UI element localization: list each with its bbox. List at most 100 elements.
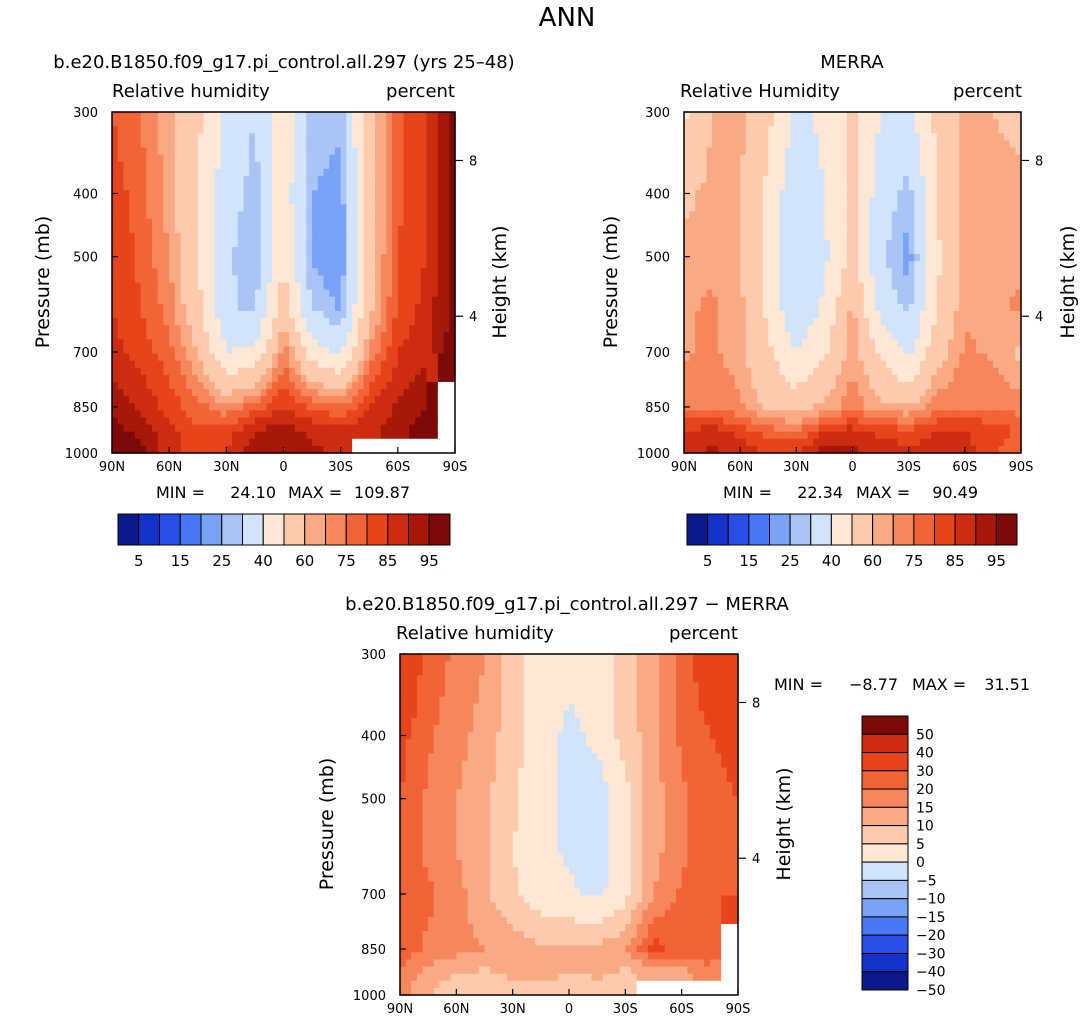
- field-cell: [346, 275, 353, 284]
- field-cell: [796, 183, 803, 191]
- field-cell: [768, 225, 775, 234]
- field-cell: [214, 204, 222, 213]
- field-cell: [762, 175, 769, 184]
- field-cell: [779, 175, 786, 184]
- field-cell: [824, 183, 831, 191]
- field-cell: [409, 360, 416, 369]
- field-cell: [214, 417, 222, 426]
- field-cell: [397, 183, 405, 191]
- field-cell: [134, 289, 142, 298]
- field-cell: [363, 126, 370, 134]
- field-cell: [186, 445, 193, 454]
- field-cell: [289, 445, 296, 454]
- field-cell: [249, 389, 256, 397]
- field-cell: [220, 246, 227, 255]
- field-cell: [197, 268, 205, 276]
- field-cell: [987, 346, 994, 355]
- field-cell: [334, 232, 342, 241]
- field-cell: [386, 332, 393, 340]
- field-cell: [717, 197, 724, 205]
- field-cell: [919, 282, 927, 291]
- field-cell: [768, 339, 775, 348]
- field-cell: [169, 275, 176, 284]
- field-cell: [846, 246, 854, 255]
- field-cell: [129, 353, 136, 362]
- field-cell: [134, 360, 142, 369]
- field-cell: [437, 431, 445, 440]
- field-cell: [897, 161, 904, 170]
- field-cell: [1015, 175, 1022, 184]
- field-cell: [757, 112, 764, 120]
- field-cell: [414, 218, 422, 227]
- field-cell: [334, 239, 342, 248]
- field-cell: [437, 325, 445, 333]
- field-cell: [846, 339, 854, 348]
- field-cell: [272, 360, 279, 369]
- field-cell: [157, 147, 165, 156]
- field-cell: [432, 112, 439, 120]
- field-cell: [908, 197, 915, 205]
- field-cell: [403, 126, 410, 134]
- field-cell: [936, 275, 943, 284]
- field-cell: [992, 225, 1000, 234]
- field-cell: [403, 268, 410, 276]
- field-cell: [329, 183, 336, 191]
- field-cell: [717, 268, 724, 276]
- field-cell: [964, 289, 972, 298]
- field-cell: [192, 332, 199, 340]
- field-cell: [931, 197, 938, 205]
- field-cell: [903, 261, 910, 269]
- field-cell: [796, 175, 803, 184]
- field-cell: [779, 254, 786, 262]
- field-cell: [192, 140, 199, 149]
- field-cell: [329, 289, 336, 298]
- field-cell: [272, 175, 279, 184]
- field-cell: [970, 133, 977, 142]
- field-cell: [734, 346, 741, 355]
- field-cell: [157, 360, 165, 369]
- field-cell: [386, 374, 393, 383]
- field-cell: [914, 161, 921, 170]
- field-cell: [689, 218, 696, 227]
- field-cell: [785, 161, 792, 170]
- field-cell: [169, 161, 176, 170]
- field-cell: [420, 431, 428, 440]
- field-cell: [790, 175, 797, 184]
- field-cell: [790, 332, 797, 340]
- field-cell: [397, 261, 405, 269]
- field-cell: [203, 303, 210, 312]
- field-cell: [420, 126, 428, 134]
- field-cell: [762, 183, 769, 191]
- field-cell: [869, 296, 876, 305]
- field-cell: [277, 367, 285, 376]
- field-cell: [970, 218, 977, 227]
- field-cell: [329, 133, 336, 142]
- field-cell: [998, 268, 1005, 276]
- field-cell: [134, 374, 142, 383]
- field-cell: [1009, 140, 1016, 149]
- field-cell: [734, 119, 741, 127]
- field-cell: [874, 175, 882, 184]
- field-cell: [249, 147, 256, 156]
- field-cell: [232, 318, 239, 326]
- field-cell: [919, 133, 927, 142]
- field-cell: [869, 282, 876, 291]
- panel-model-min-label: MIN =: [156, 483, 205, 502]
- field-cell: [886, 211, 893, 220]
- field-cell: [352, 303, 359, 312]
- field-cell: [340, 318, 347, 326]
- field-cell: [352, 353, 359, 362]
- field-cell: [1009, 119, 1016, 127]
- field-cell: [443, 147, 450, 156]
- field-cell: [134, 218, 142, 227]
- field-cell: [220, 282, 227, 291]
- field-cell: [706, 303, 713, 312]
- field-cell: [818, 168, 826, 177]
- field-cell: [260, 147, 267, 156]
- field-cell: [409, 310, 416, 319]
- field-cell: [695, 239, 702, 248]
- field-cell: [740, 119, 747, 127]
- field-cell: [992, 126, 1000, 134]
- field-cell: [157, 403, 165, 411]
- field-cell: [249, 346, 256, 355]
